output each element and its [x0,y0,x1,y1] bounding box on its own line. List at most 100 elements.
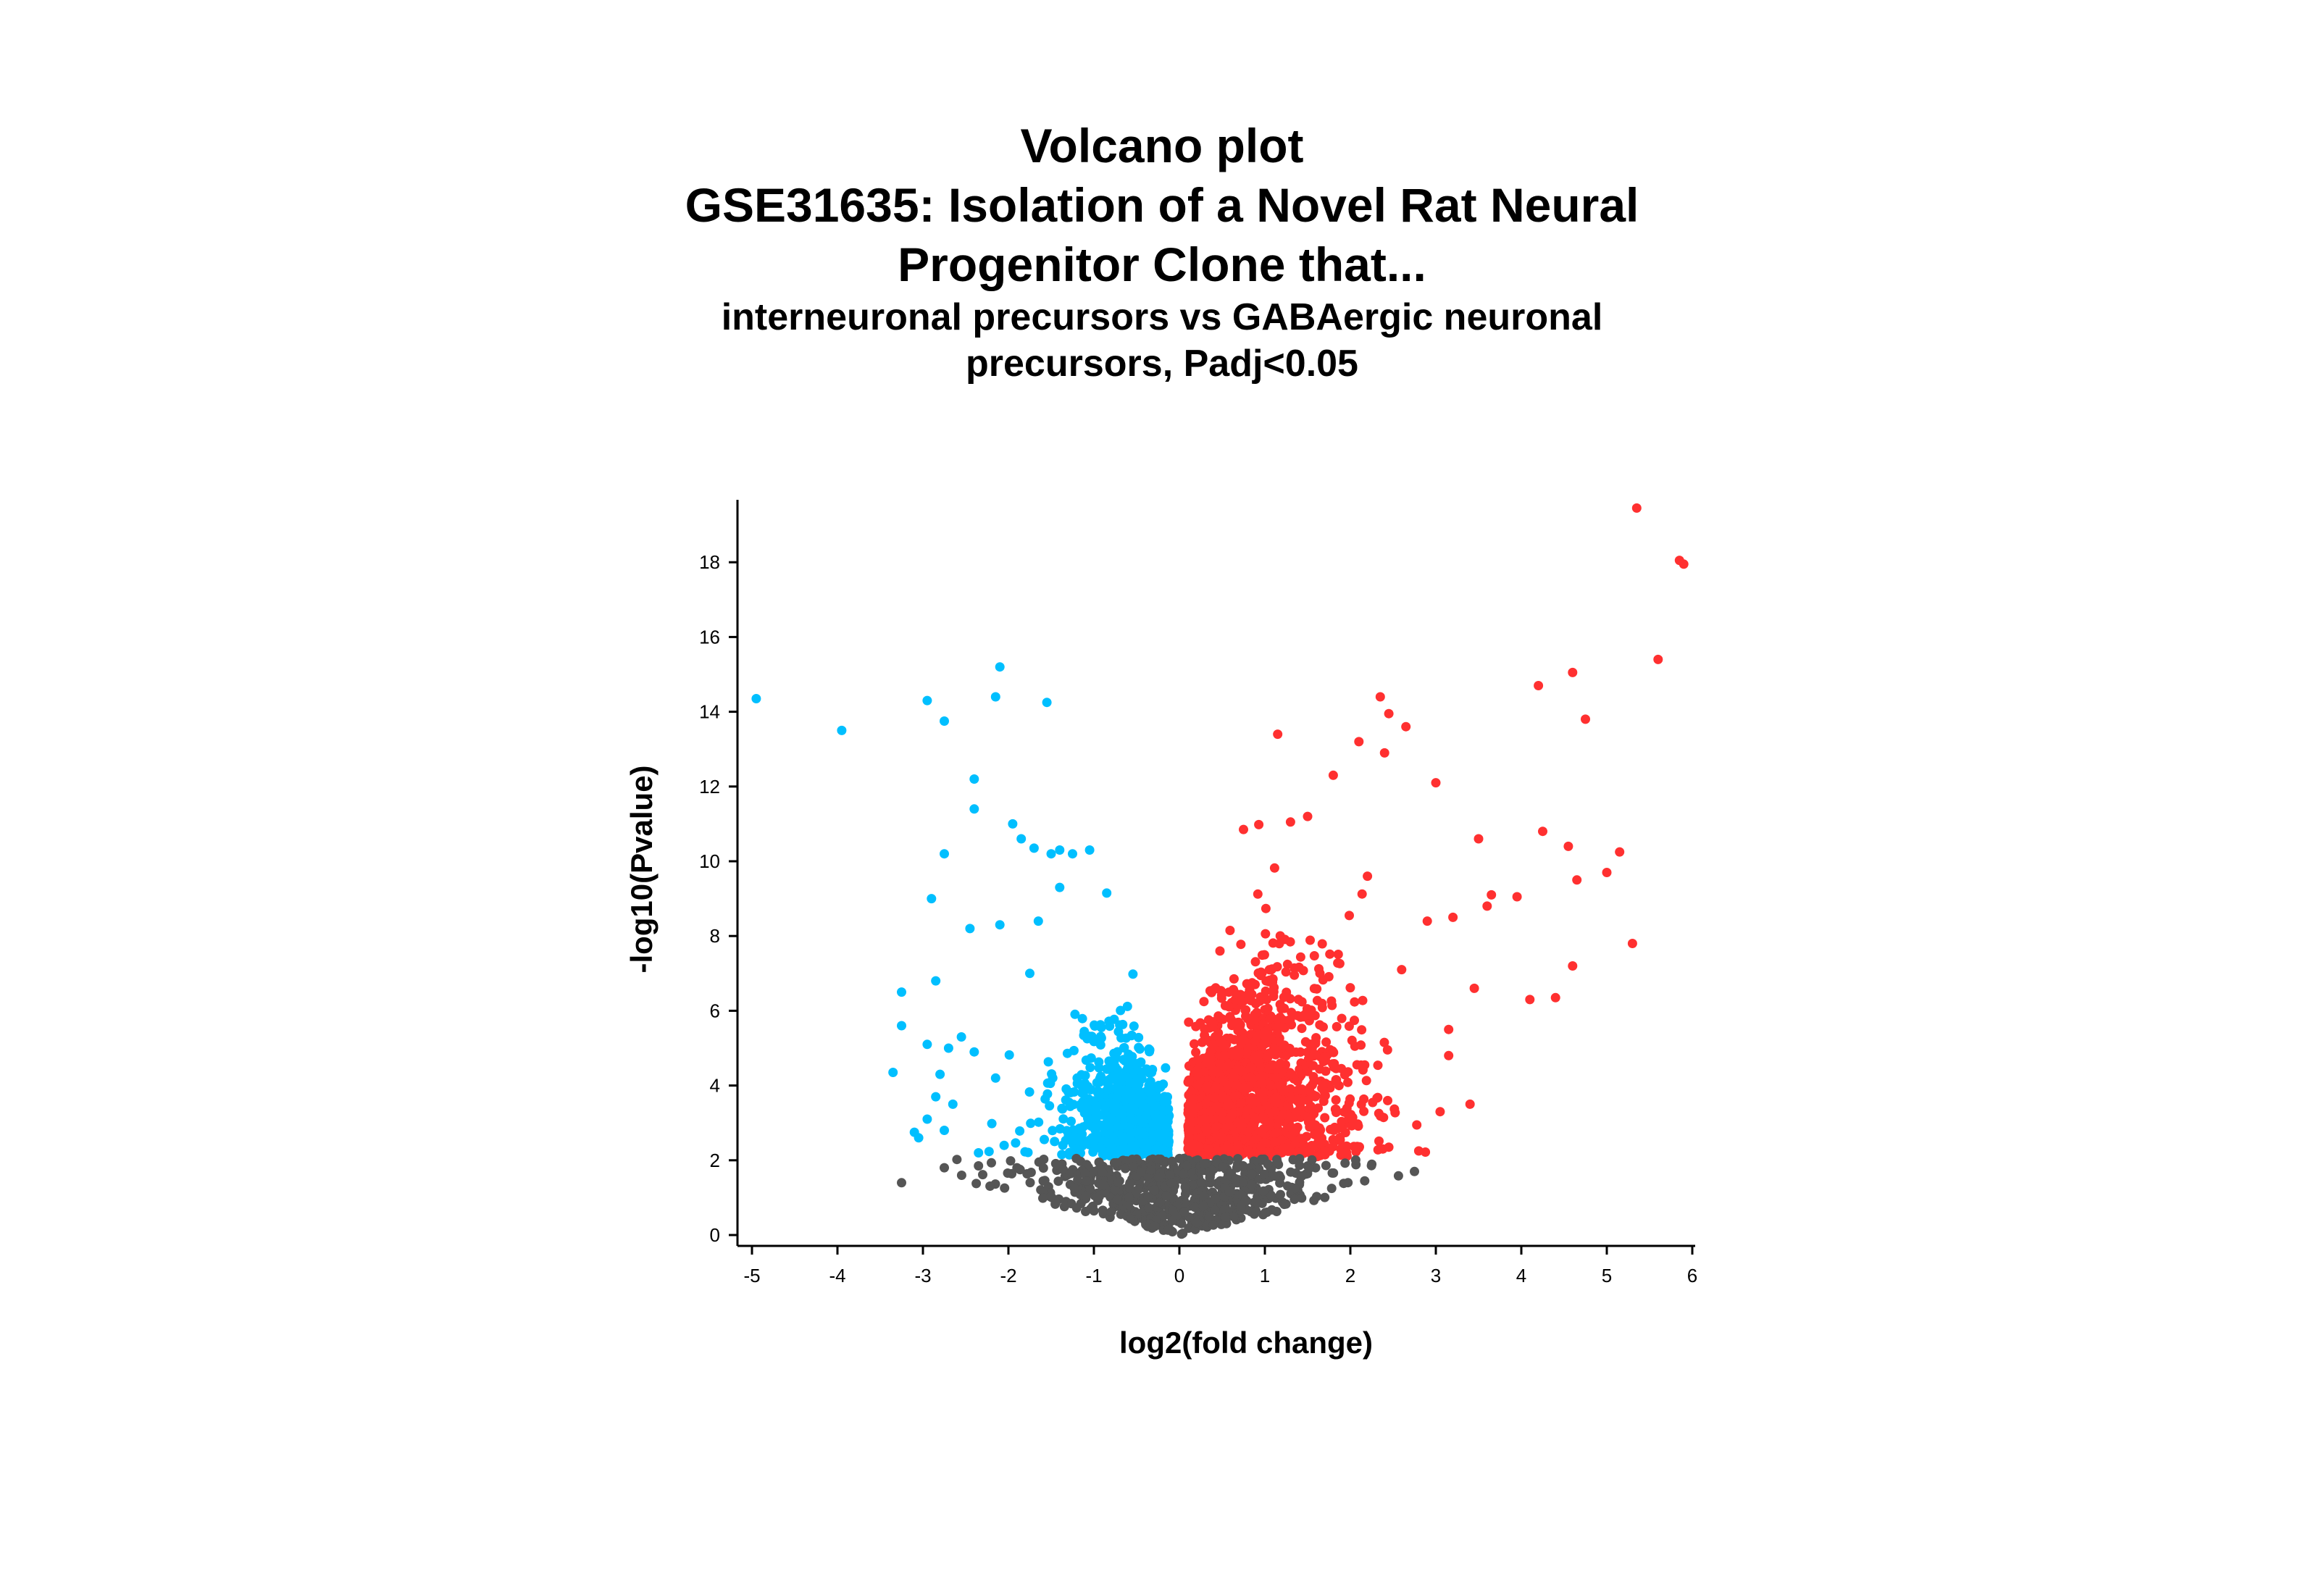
data-point-up [1269,1043,1279,1053]
data-point-ns [952,1155,962,1165]
data-point-ns [1094,1158,1104,1167]
data-point-up [1382,1045,1392,1055]
data-point-ns [1089,1167,1099,1177]
data-point-up [1261,929,1271,939]
data-point-ns [1098,1168,1108,1177]
data-point-up [1615,847,1625,857]
data-point-up [1268,1095,1279,1105]
data-point-down [1150,1102,1161,1111]
data-point-up [1354,737,1364,747]
data-point-down [1064,1147,1074,1158]
data-point-down [1108,1142,1117,1152]
data-point-up [1345,983,1355,993]
data-point-up [1376,1111,1386,1121]
data-point-down [751,694,761,703]
data-point-up [1444,1050,1454,1060]
data-point-ns [1238,1177,1248,1187]
data-point-up [1224,1060,1233,1071]
data-point-down [965,924,975,934]
data-point-up [1303,811,1313,821]
data-point-up [1412,1120,1422,1130]
data-point-ns [1360,1176,1370,1186]
y-tick-label: 12 [699,776,720,798]
data-point-up [1236,1097,1246,1108]
data-point-down [1011,1138,1021,1148]
data-point-down [1079,1026,1090,1037]
data-point-down [1141,1110,1151,1121]
data-point-up [1563,841,1573,851]
data-point-down [1145,1095,1155,1105]
data-point-up [1210,1092,1220,1102]
data-point-down [1144,1068,1154,1078]
data-point-down [927,894,937,904]
data-point-up [1331,1076,1341,1087]
data-point-up [1184,1132,1195,1142]
data-point-ns [1290,1184,1300,1194]
data-point-down [1015,1126,1025,1136]
data-point-up [1293,995,1303,1005]
data-point-ns [1053,1176,1063,1186]
data-point-down [1122,1001,1132,1011]
data-point-down [1062,1126,1072,1136]
data-point-up [1229,1145,1240,1155]
data-point-ns [1240,1196,1250,1206]
data-point-up [1327,1000,1337,1010]
x-tick-label: -1 [1085,1265,1102,1286]
data-point-down [888,1068,898,1077]
data-point-ns [1161,1191,1171,1201]
data-point-ns [1000,1183,1010,1193]
data-point-down [990,692,1000,702]
data-point-up [1223,1142,1232,1152]
data-point-up [1258,1112,1268,1122]
data-point-down [1124,1122,1134,1132]
data-point-ns [1204,1211,1214,1221]
data-point-ns [1198,1191,1208,1201]
data-point-up [1263,1003,1273,1013]
data-point-up [1375,692,1385,702]
data-point-ns [1150,1221,1160,1231]
data-point-up [1308,1119,1318,1129]
data-point-up [1196,1132,1206,1142]
data-point-ns [1251,1207,1261,1217]
data-point-up [1281,967,1291,977]
data-point-down [1055,845,1065,855]
data-point-up [1241,1011,1250,1021]
data-point-up [1273,1021,1283,1031]
data-point-up [1568,961,1578,971]
data-point-up [1262,1147,1272,1157]
chart-title: Volcano plot GSE31635: Isolation of a No… [0,116,2324,387]
data-point-up [1372,1093,1382,1103]
data-point-up [1305,935,1315,945]
data-point-ns [1275,1178,1285,1188]
data-point-up [1342,1103,1352,1113]
data-point-down [1066,1116,1076,1126]
data-point-up [1390,1108,1400,1118]
data-point-up [1311,1091,1321,1101]
data-point-ns [1263,1159,1273,1169]
data-point-up [1351,1147,1361,1157]
data-point-ns [1071,1153,1082,1163]
data-point-up [1185,1110,1195,1120]
data-point-ns [1153,1172,1163,1182]
data-point-up [1298,1134,1308,1144]
data-point-ns [1219,1205,1229,1215]
data-point-ns [897,1178,906,1188]
data-point-ns [1192,1218,1202,1228]
data-point-ns [1058,1165,1069,1175]
data-point-ns [1158,1210,1167,1221]
data-point-ns [1124,1179,1134,1189]
data-point-down [1105,1097,1116,1108]
data-point-up [1320,1113,1330,1123]
data-point-up [1627,939,1637,948]
data-point-up [1320,1146,1329,1156]
data-point-down [969,774,979,784]
data-point-down [1047,1069,1057,1079]
data-point-up [1205,1106,1216,1116]
data-point-ns [1326,1184,1337,1194]
data-point-down [1055,882,1065,892]
data-point-up [1482,901,1492,911]
data-point-up [1344,1112,1354,1122]
data-point-down [1163,1092,1172,1102]
data-point-ns [1112,1194,1122,1205]
data-point-ns [1025,1178,1035,1188]
